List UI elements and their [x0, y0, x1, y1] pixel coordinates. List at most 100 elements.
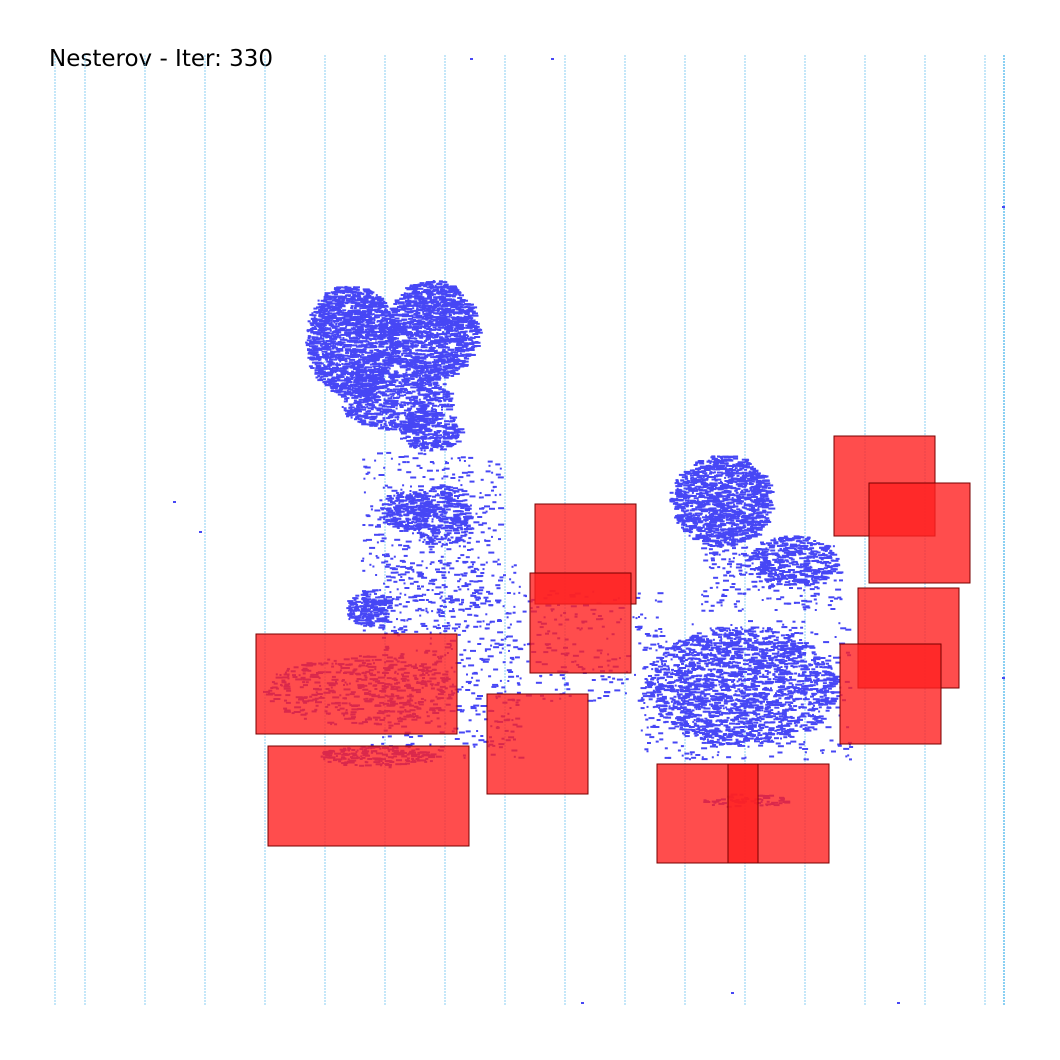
- cell: [357, 377, 364, 380]
- cell: [426, 333, 431, 336]
- cell: [431, 350, 438, 352]
- cell: [405, 540, 412, 543]
- cell: [432, 445, 438, 448]
- cell: [383, 361, 390, 364]
- cell: [433, 418, 440, 421]
- cell: [353, 381, 358, 384]
- cell: [462, 540, 466, 543]
- cell: [433, 529, 441, 531]
- cell: [444, 341, 447, 344]
- cell: [405, 360, 410, 363]
- cell: [349, 410, 354, 412]
- cell: [442, 526, 449, 529]
- cell: [398, 363, 402, 366]
- cell: [326, 317, 334, 320]
- cell: [484, 539, 491, 542]
- cell: [308, 349, 315, 352]
- cell: [418, 404, 425, 407]
- cell: [367, 613, 373, 616]
- cell: [361, 597, 368, 600]
- cell: [426, 417, 434, 420]
- cell: [358, 297, 362, 300]
- cell: [427, 537, 433, 540]
- cell: [397, 390, 404, 393]
- cell: [403, 404, 407, 407]
- cell: [362, 557, 365, 560]
- cell: [376, 335, 383, 338]
- cell: [416, 322, 423, 325]
- cell: [470, 306, 478, 309]
- cell: [451, 498, 456, 501]
- cell: [424, 512, 431, 515]
- cell: [332, 302, 340, 305]
- cell: [363, 358, 367, 361]
- cell: [425, 281, 430, 284]
- cell: [390, 557, 394, 560]
- cell: [377, 421, 383, 424]
- cell: [403, 364, 408, 367]
- cell: [429, 392, 433, 395]
- cell: [321, 379, 324, 382]
- cell: [366, 393, 372, 396]
- cell: [411, 366, 419, 369]
- cell: [451, 333, 459, 336]
- cell: [439, 517, 445, 520]
- cell: [449, 431, 454, 434]
- cell: [460, 608, 465, 611]
- cell: [439, 437, 442, 439]
- cell: [370, 617, 375, 620]
- cell: [432, 319, 438, 322]
- cell: [380, 540, 385, 543]
- cell: [447, 538, 450, 541]
- cell: [411, 292, 415, 295]
- cell: [365, 389, 367, 392]
- cell: [367, 292, 371, 295]
- cell: [407, 497, 411, 500]
- cell: [344, 378, 350, 381]
- cell: [405, 392, 413, 395]
- cell: [414, 359, 419, 362]
- cell: [369, 403, 374, 406]
- cell: [347, 309, 354, 312]
- cell: [394, 299, 400, 302]
- cell: [402, 412, 407, 414]
- cell: [455, 339, 460, 342]
- cell: [429, 489, 432, 492]
- cell: [451, 318, 458, 320]
- cell: [371, 344, 374, 347]
- cell: [341, 370, 349, 373]
- cell: [348, 618, 351, 621]
- cell: [439, 324, 443, 327]
- cell: [422, 441, 427, 444]
- cell: [357, 404, 363, 407]
- cell: [441, 425, 444, 428]
- cell: [319, 328, 322, 331]
- cell: [463, 620, 467, 623]
- cell: [385, 518, 391, 521]
- cell: [354, 349, 360, 352]
- cell: [415, 520, 420, 523]
- cell: [356, 293, 361, 296]
- cell: [402, 374, 409, 377]
- cell: [433, 305, 439, 308]
- cell: [408, 577, 414, 580]
- cell: [445, 461, 448, 463]
- cell: [313, 349, 319, 352]
- cell: [345, 299, 351, 302]
- cell: [333, 288, 340, 290]
- cell: [415, 340, 419, 342]
- cell: [400, 619, 406, 622]
- cell: [389, 355, 397, 358]
- cell: [423, 538, 426, 541]
- cell: [424, 427, 431, 430]
- cell: [366, 600, 370, 603]
- cell: [360, 593, 364, 596]
- cell: [332, 384, 340, 387]
- cell: [415, 523, 422, 526]
- cell: [363, 295, 368, 298]
- cell: [349, 345, 352, 348]
- cell: [371, 360, 377, 363]
- cell: [390, 406, 396, 408]
- cell: [483, 596, 489, 599]
- cell: [389, 374, 397, 377]
